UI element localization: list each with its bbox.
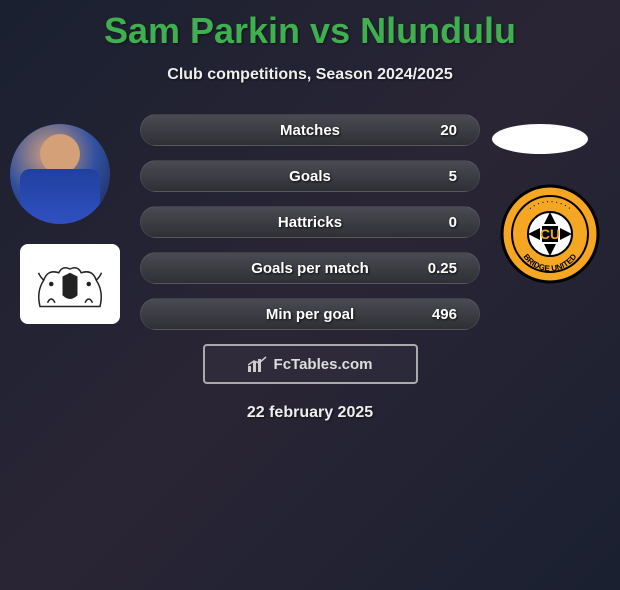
stat-label: Goals per match — [163, 260, 457, 277]
stat-value-right: 5 — [449, 168, 457, 185]
svg-text:CU: CU — [540, 226, 560, 242]
stat-label: Matches — [163, 122, 457, 139]
chart-icon — [248, 356, 268, 372]
stat-row-hattricks: Hattricks 0 — [140, 206, 480, 238]
exeter-crest-icon — [30, 254, 110, 314]
team-left-badge — [20, 244, 120, 324]
page-title: Sam Parkin vs Nlundulu — [0, 10, 620, 52]
watermark: FcTables.com — [203, 344, 418, 384]
stat-value-right: 20 — [440, 122, 457, 139]
stat-row-matches: Matches 20 — [140, 114, 480, 146]
player-left-avatar — [10, 124, 110, 224]
stat-row-goals: Goals 5 — [140, 160, 480, 192]
stat-label: Goals — [163, 168, 457, 185]
stat-value-right: 0.25 — [428, 260, 457, 277]
stat-label: Hattricks — [163, 214, 457, 231]
stats-bars: Matches 20 Goals 5 Hattricks 0 Goals per… — [140, 114, 480, 330]
stat-row-gpm: Goals per match 0.25 — [140, 252, 480, 284]
cambridge-crest-icon: CU · · · · · · · · · · BRIDGE UNITED — [500, 184, 600, 284]
stat-row-mpg: Min per goal 496 — [140, 298, 480, 330]
watermark-text: FcTables.com — [274, 356, 373, 373]
stat-value-right: 0 — [449, 214, 457, 231]
stat-value-right: 496 — [432, 306, 457, 323]
team-right-badge: CU · · · · · · · · · · BRIDGE UNITED — [500, 184, 600, 284]
date-label: 22 february 2025 — [0, 404, 620, 422]
player-right-avatar — [492, 124, 588, 154]
stat-label: Min per goal — [163, 306, 457, 323]
subtitle: Club competitions, Season 2024/2025 — [0, 66, 620, 84]
comparison-area: CU · · · · · · · · · · BRIDGE UNITED Mat… — [0, 114, 620, 422]
